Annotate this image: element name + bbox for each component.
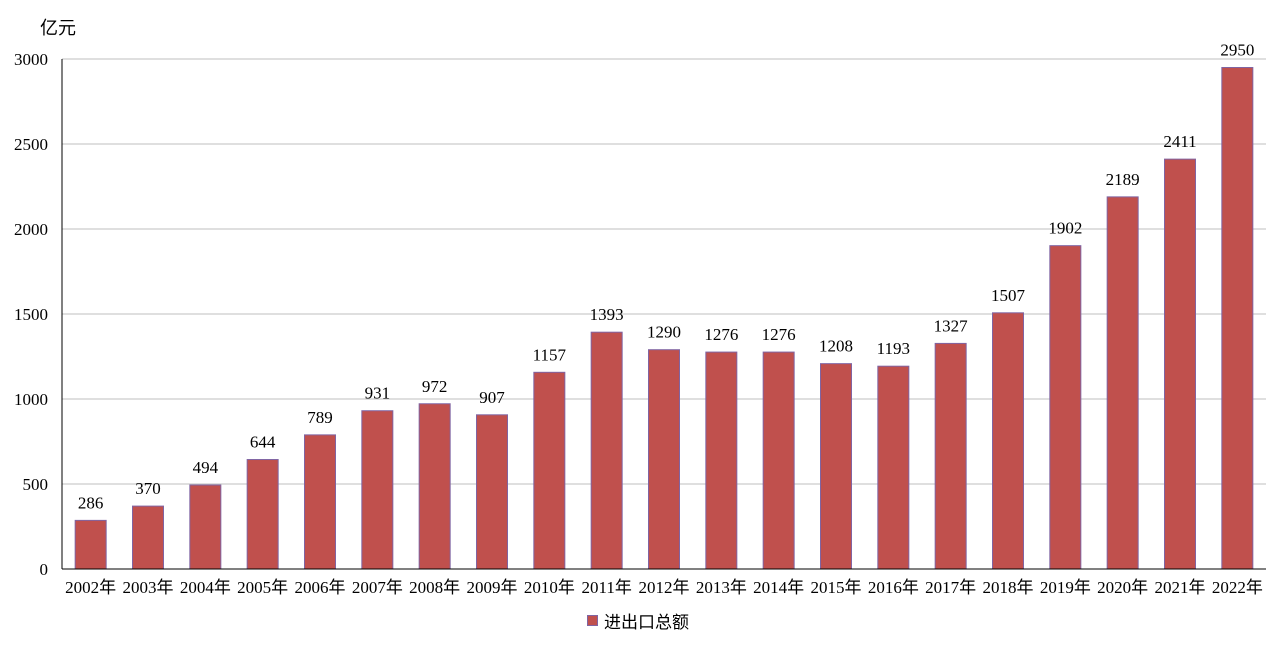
y-tick-label: 3000 [14,50,48,69]
bar [877,365,910,570]
data-label: 1193 [877,339,910,358]
bar [820,363,852,570]
x-tick-label: 2004年 [180,578,231,597]
bar [1221,67,1254,570]
data-label: 1208 [819,337,853,356]
x-tick-label: 2002年 [65,578,116,597]
bar [1106,196,1139,570]
bar [705,351,738,570]
x-tick-label: 2006年 [295,578,346,597]
data-label: 972 [422,377,448,396]
bar [132,505,164,570]
bar [934,342,967,570]
bar [762,351,795,570]
bar [189,484,222,570]
x-tick-label: 2018年 [983,578,1034,597]
data-label: 931 [365,384,391,403]
data-label: 907 [479,388,505,407]
data-label: 1157 [533,345,567,364]
bar [648,349,680,570]
data-label: 1393 [590,305,624,324]
x-tick-label: 2005年 [237,578,288,597]
bar [304,434,336,570]
bar [992,312,1024,570]
x-tick-label: 2003年 [123,578,174,597]
legend-label: 进出口总额 [604,613,689,633]
bars [74,67,1254,570]
data-label: 370 [135,479,161,498]
data-label: 286 [78,493,104,512]
bar [476,414,508,570]
x-tick-label: 2020年 [1097,578,1148,597]
x-tick-label: 2009年 [467,578,518,597]
axes: 0 500 1000 1500 2000 2500 3000 2002年 2003年 2004年 2… [14,50,1266,597]
x-tick-label: 2012年 [639,578,690,597]
x-tick-label: 2019年 [1040,578,1091,597]
x-tick-label: 2013年 [696,578,747,597]
y-tick-label: 2500 [14,135,48,154]
bar [246,459,279,570]
bar [418,403,451,570]
bar [1164,158,1196,570]
x-tick-label: 2021年 [1155,578,1206,597]
x-tick-label: 2022年 [1212,578,1263,597]
bar [361,410,394,570]
x-tick-label: 2008年 [409,578,460,597]
legend: 进出口总额 [587,608,689,633]
bar [533,371,566,570]
x-tick-label: 2010年 [524,578,575,597]
x-tick-label: 2017年 [925,578,976,597]
data-label: 2189 [1106,170,1140,189]
y-tick-label: 2000 [14,220,48,239]
bar [1049,245,1082,570]
data-label: 1327 [934,316,969,335]
data-label: 1276 [704,325,738,344]
x-tick-label: 2015年 [811,578,862,597]
y-tick-label: 0 [40,560,49,579]
data-label: 2950 [1220,41,1254,60]
data-label: 1902 [1048,219,1082,238]
data-labels: 286 370 494 644 789 931 972 907 1157 1393 1290 1276… [78,41,1254,513]
y-tick-label: 1000 [14,390,48,409]
x-tick-label: 2014年 [753,578,804,597]
data-label: 1276 [762,325,796,344]
data-label: 2411 [1163,132,1196,151]
data-label: 789 [307,408,333,427]
x-tick-label: 2011年 [581,578,631,597]
x-tick-label: 2007年 [352,578,403,597]
y-tick-label: 1500 [14,305,48,324]
data-label: 644 [250,433,276,452]
y-axis-unit-label: 亿元 [40,18,76,39]
bar [74,519,107,570]
legend-swatch [587,615,598,626]
data-label: 494 [193,458,219,477]
x-tick-label: 2016年 [868,578,919,597]
y-tick-label: 500 [23,475,49,494]
data-label: 1290 [647,323,681,342]
bar [590,331,623,570]
data-label: 1507 [991,286,1026,305]
